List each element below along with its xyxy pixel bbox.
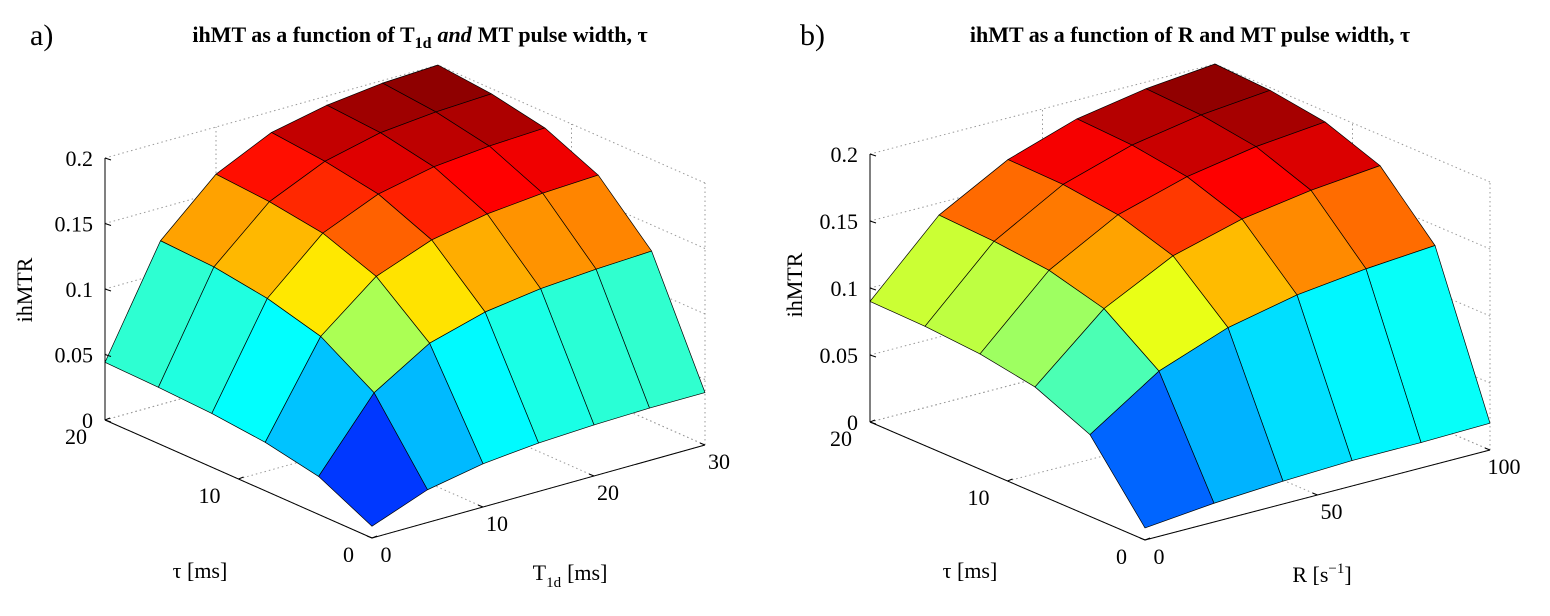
x-tick: [366, 535, 373, 539]
z-tick-label: 0.05: [820, 343, 859, 368]
z-tick-label: 0.2: [831, 142, 859, 167]
x-label-part: [ms]: [567, 560, 607, 585]
x-label-part: 1d: [546, 575, 562, 591]
x-tick-label: 100: [1488, 454, 1521, 479]
y-tick-label: 0: [343, 542, 354, 567]
panel-label: b): [800, 19, 825, 52]
y-tick: [371, 535, 378, 539]
y-tick: [869, 419, 876, 423]
z-tick-label: 0.15: [820, 209, 859, 234]
x-tick: [699, 442, 706, 446]
x-axis: [371, 444, 706, 539]
x-tick: [588, 473, 595, 477]
x-label-part: R [s: [1292, 562, 1328, 587]
z-tick: [104, 419, 112, 423]
title-part: ihMT as a function of T: [192, 22, 415, 47]
y-tick: [238, 476, 244, 480]
y-axis-label: τ [ms]: [173, 558, 228, 583]
z-tick: [104, 157, 112, 161]
x-tick-label: 0: [381, 542, 392, 567]
grid-line: [869, 63, 1216, 155]
grid-line: [437, 64, 706, 184]
z-tick-label: 0: [847, 410, 858, 435]
x-label-part: −1: [1328, 561, 1344, 577]
panel-label: a): [30, 19, 53, 52]
surface-face: [1089, 370, 1215, 529]
x-tick: [1312, 492, 1318, 496]
y-tick-label: 10: [968, 485, 990, 510]
x-tick-label: 10: [486, 511, 508, 536]
y-tick: [104, 417, 111, 421]
z-tick: [104, 354, 112, 357]
z-tick-label: 0: [82, 408, 93, 433]
z-axis-label: ihMTR: [12, 257, 37, 322]
title-part: MT pulse width, τ: [478, 22, 648, 47]
x-label-part: ]: [1344, 562, 1351, 587]
x-tick-label: 0: [1154, 544, 1165, 569]
z-tick: [869, 354, 877, 358]
grid-line: [104, 64, 439, 159]
z-tick-label: 0.1: [66, 277, 94, 302]
chart-title: ihMT as a function of R and MT pulse wid…: [970, 22, 1410, 47]
y-tick-label: 20: [65, 424, 87, 449]
y-axis-label: τ [ms]: [943, 558, 998, 583]
x-tick-label: 30: [708, 449, 730, 474]
y-tick-label: 20: [830, 426, 852, 451]
x-tick: [1139, 537, 1146, 541]
z-tick: [869, 220, 877, 224]
y-tick-label: 10: [199, 483, 221, 508]
z-tick: [869, 421, 877, 425]
z-axis-label: ihMTR: [782, 252, 807, 317]
z-tick-label: 0.2: [66, 146, 94, 171]
z-tick: [869, 153, 877, 157]
x-tick: [1484, 447, 1491, 451]
z-tick: [869, 287, 877, 291]
surface-face: [318, 392, 428, 527]
x-axis-label: T1d [ms]: [533, 560, 608, 591]
x-tick: [477, 504, 484, 508]
z-tick: [104, 288, 112, 292]
title-part: and: [438, 22, 473, 47]
x-axis-label: R [s−1]: [1292, 561, 1351, 587]
grid-line: [1214, 63, 1491, 183]
z-tick-label: 0.15: [55, 212, 94, 237]
x-tick-label: 20: [597, 480, 619, 505]
z-tick-label: 0.05: [55, 343, 94, 368]
title-part: ihMT as a function of R and MT pulse wid…: [970, 22, 1410, 47]
title-part: 1d: [415, 35, 432, 52]
z-tick-label: 0.1: [831, 276, 859, 301]
z-tick: [104, 223, 112, 226]
y-tick: [1007, 478, 1013, 482]
y-tick: [1144, 537, 1151, 541]
x-tick-label: 50: [1321, 499, 1343, 524]
y-tick-label: 0: [1116, 544, 1127, 569]
x-label-part: T: [533, 560, 547, 585]
chart-title: ihMT as a function of T1d and MT pulse wid…: [192, 22, 647, 52]
